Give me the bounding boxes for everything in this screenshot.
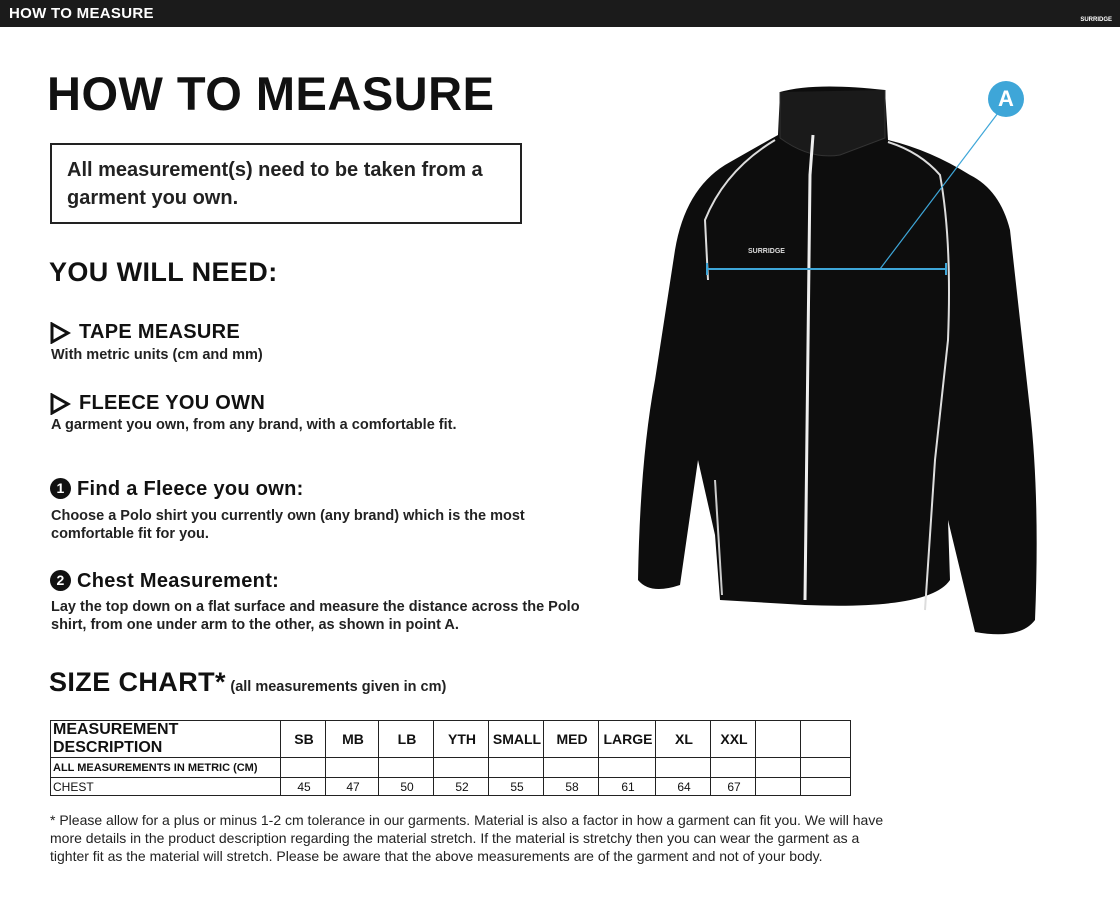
table-cell [488,757,544,778]
table-cell: 61 [598,777,656,796]
table-cell [378,757,434,778]
section-heading: SIZE CHART* [49,667,226,697]
step-number: 1 [50,478,71,499]
table-cell: ALL MEASUREMENTS IN METRIC (CM) [50,757,281,778]
table-cell [655,757,711,778]
section-heading: YOU WILL NEED: [49,257,278,287]
brand-logo: SURRIDGE [1080,17,1112,23]
table-row: CHEST 45 47 50 52 55 58 61 64 67 [50,777,851,796]
table-cell: 45 [280,777,326,796]
table-cell: CHEST [50,777,281,796]
size-table: MEASUREMENT DESCRIPTION SB MB LB YTH SMALL MED… [50,720,851,796]
jacket-collar [779,90,886,157]
item-text: A garment you own, from any brand, with … [51,417,457,433]
table-cell: 55 [488,777,544,796]
table-cell: 58 [543,777,599,796]
jacket-logo: SURRIDGE [748,248,785,255]
piping [887,141,950,611]
table-cell [800,777,851,796]
footnote: * Please allow for a plus or minus 1-2 c… [50,812,884,864]
piping [703,139,776,281]
step-heading: 2 Chest Measurement: [50,570,279,593]
table-cell: XL [655,720,711,758]
table-cell [755,757,801,778]
table-cell: SMALL [488,720,544,758]
zip [803,134,815,601]
step-text: Choose a Polo shirt you currently own (a… [51,508,525,542]
marker-circle [988,81,1024,117]
table-row: ALL MEASUREMENTS IN METRIC (CM) [50,757,851,778]
marker-label: A [998,86,1014,111]
header-title: HOW TO MEASURE [9,5,154,22]
item-title: FLEECE YOU OWN [79,392,266,414]
item-title: TAPE MEASURE [79,321,241,343]
jacket-body [638,86,1037,635]
table-cell [710,757,756,778]
table-cell: 67 [710,777,756,796]
heading-note: (all measurements given in cm) [230,679,447,695]
triangle-icon [50,322,71,344]
size-chart-heading: SIZE CHART* (all measurements given in c… [49,667,446,698]
step-heading: 1 Find a Fleece you own: [50,478,304,501]
triangle-icon [50,393,71,415]
table-cell: MEASUREMENT DESCRIPTION [50,720,281,758]
jacket-diagram: SURRIDGE A [638,81,1037,635]
table-cell: MED [543,720,599,758]
table-cell: LB [378,720,434,758]
table-cell: XXL [710,720,756,758]
notice-box: All measurement(s) need to be taken from… [50,143,522,224]
table-cell: MB [325,720,379,758]
table-cell [755,777,801,796]
piping [714,479,723,596]
table-cell: 64 [655,777,711,796]
table-cell [543,757,599,778]
step-title: Chest Measurement: [77,570,280,592]
item-text: With metric units (cm and mm) [51,347,263,363]
leader-line [879,112,999,270]
table-cell: SB [280,720,326,758]
table-cell: 50 [378,777,434,796]
table-cell [800,720,851,758]
step-number: 2 [50,570,71,591]
table-cell [325,757,379,778]
table-cell [433,757,489,778]
step-title: Find a Fleece you own: [77,478,304,500]
table-cell: LARGE [598,720,656,758]
step-text: Lay the top down on a flat surface and m… [51,599,580,633]
table-cell [800,757,851,778]
table-cell: 52 [433,777,489,796]
table-cell: YTH [433,720,489,758]
table-cell [280,757,326,778]
header-bar [0,0,1120,27]
table-cell [598,757,656,778]
page-title: HOW TO MEASURE [47,67,495,120]
table-cell: 47 [325,777,379,796]
table-row: MEASUREMENT DESCRIPTION SB MB LB YTH SMALL MED… [50,720,851,758]
table-cell [755,720,801,758]
